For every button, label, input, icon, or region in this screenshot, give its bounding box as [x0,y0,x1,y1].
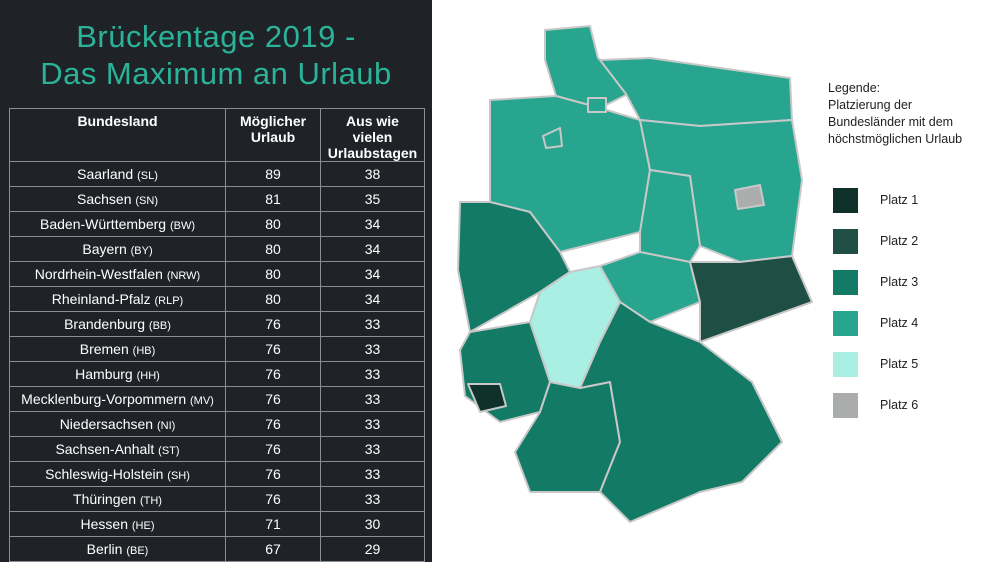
cell-tage: 29 [320,536,425,562]
state-be [734,184,765,210]
cell-tage: 33 [320,461,425,487]
header-bundesland: Bundesland [9,108,226,162]
cell-urlaub: 76 [225,386,321,412]
cell-urlaub: 76 [225,461,321,487]
cell-tage: 34 [320,236,425,262]
cell-bundesland: Hamburg (HH) [9,361,226,387]
state-hh [587,97,607,113]
cell-bundesland: Saarland (SL) [9,161,226,187]
cell-urlaub: 80 [225,236,321,262]
cell-urlaub: 80 [225,261,321,287]
cell-urlaub: 71 [225,511,321,537]
cell-urlaub: 89 [225,161,321,187]
cell-tage: 33 [320,336,425,362]
cell-tage: 34 [320,286,425,312]
table-row: Mecklenburg-Vorpommern (MV) 76 33 [9,386,425,412]
cell-tage: 30 [320,511,425,537]
legend-label: Platz 2 [880,234,919,248]
cell-urlaub: 81 [225,186,321,212]
state-by [579,301,783,523]
table-row: Sachsen-Anhalt (ST) 76 33 [9,436,425,462]
cell-bundesland: Baden-Württemberg (BW) [9,211,226,237]
cell-urlaub: 76 [225,436,321,462]
cell-tage: 33 [320,311,425,337]
cell-tage: 33 [320,411,425,437]
state-sh [544,25,641,109]
cell-urlaub: 67 [225,536,321,562]
cell-urlaub: 76 [225,361,321,387]
legend-swatch [833,270,858,295]
cell-tage: 38 [320,161,425,187]
state-bb [639,119,803,263]
table-row: Niedersachsen (NI) 76 33 [9,411,425,437]
table-row: Saarland (SL) 89 38 [9,161,425,187]
cell-bundesland: Bayern (BY) [9,236,226,262]
table-row: Berlin (BE) 67 29 [9,536,425,562]
table-row: Rheinland-Pfalz (RLP) 80 34 [9,286,425,312]
cell-tage: 34 [320,261,425,287]
cell-urlaub: 76 [225,336,321,362]
cell-bundesland: Brandenburg (BB) [9,311,226,337]
state-sn [689,255,813,343]
table-row: Nordrhein-Westfalen (NRW) 80 34 [9,261,425,287]
legend-label: Platz 5 [880,357,919,371]
legend-title: Legende: Platzierung der Bundesländer mi… [828,81,963,146]
table-row: Bayern (BY) 80 34 [9,236,425,262]
cell-tage: 33 [320,361,425,387]
table-row: Thüringen (TH) 76 33 [9,486,425,512]
legend-swatch [833,311,858,336]
cell-tage: 34 [320,211,425,237]
holiday-table: Bundesland Möglicher Urlaub Aus wie viel… [9,108,425,562]
legend-label: Platz 4 [880,316,919,330]
cell-bundesland: Bremen (HB) [9,336,226,362]
cell-tage: 35 [320,186,425,212]
legend-label: Platz 6 [880,398,919,412]
legend-label: Platz 3 [880,275,919,289]
cell-bundesland: Schleswig-Holstein (SH) [9,461,226,487]
legend-swatch [833,393,858,418]
table-row: Sachsen (SN) 81 35 [9,186,425,212]
table-row: Hamburg (HH) 76 33 [9,361,425,387]
cell-bundesland: Sachsen (SN) [9,186,226,212]
legend-swatch [833,352,858,377]
page-title: Brückentage 2019 - Das Maximum an Urlaub [40,19,392,91]
table-row: Baden-Württemberg (BW) 80 34 [9,211,425,237]
legend-swatch [833,188,858,213]
left-panel: Brückentage 2019 - Das Maximum an Urlaub… [0,0,432,562]
cell-bundesland: Thüringen (TH) [9,486,226,512]
state-hb [542,127,563,149]
germany-map [457,25,813,523]
cell-urlaub: 76 [225,486,321,512]
header-tage: Aus wie vielen Urlaubstagen [320,108,425,162]
cell-tage: 33 [320,486,425,512]
table-row: Brandenburg (BB) 76 33 [9,311,425,337]
cell-bundesland: Rheinland-Pfalz (RLP) [9,286,226,312]
cell-urlaub: 80 [225,286,321,312]
cell-bundesland: Hessen (HE) [9,511,226,537]
cell-urlaub: 80 [225,211,321,237]
cell-bundesland: Mecklenburg-Vorpommern (MV) [9,386,226,412]
cell-bundesland: Niedersachsen (NI) [9,411,226,437]
state-st [639,169,701,263]
cell-bundesland: Berlin (BE) [9,536,226,562]
cell-urlaub: 76 [225,411,321,437]
table-row: Schleswig-Holstein (SH) 76 33 [9,461,425,487]
cell-bundesland: Nordrhein-Westfalen (NRW) [9,261,226,287]
cell-tage: 33 [320,436,425,462]
legend-swatch [833,229,858,254]
header-urlaub: Möglicher Urlaub [225,108,321,162]
cell-urlaub: 76 [225,311,321,337]
table-row: Hessen (HE) 71 30 [9,511,425,537]
table-row: Bremen (HB) 76 33 [9,336,425,362]
cell-tage: 33 [320,386,425,412]
legend-label: Platz 1 [880,193,919,207]
state-sl [467,383,507,413]
cell-bundesland: Sachsen-Anhalt (ST) [9,436,226,462]
